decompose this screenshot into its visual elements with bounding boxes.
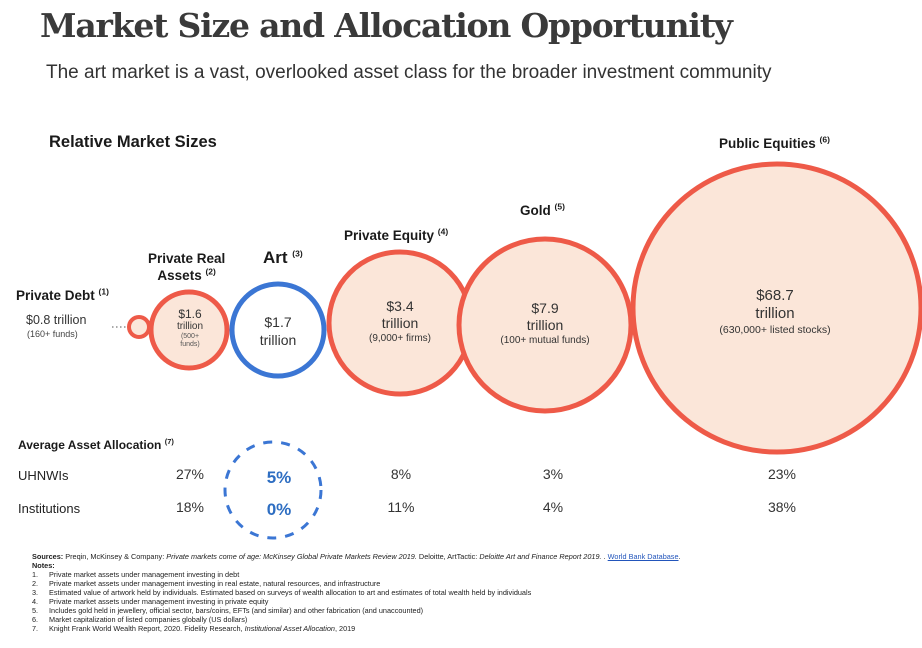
note-7: 7. Knight Frank World Wealth Report, 2020… xyxy=(32,624,356,633)
bubble-public-equities xyxy=(630,161,922,455)
note-4: 4. Private market assets under management… xyxy=(32,597,269,606)
text-public-equities: $68.7 trillion (630,000+ listed stocks) xyxy=(719,287,831,336)
label-art: Art (3) xyxy=(263,248,303,267)
row-label-uhnwis: UHNWIs xyxy=(18,468,69,483)
alloc-inst-art: 0% xyxy=(266,500,292,519)
alloc-inst-private-real-assets: 18% xyxy=(175,499,205,515)
text-private-real-assets: $1.6 trillion (500+ funds) xyxy=(176,307,204,348)
allocation-heading: Average Asset Allocation (7) xyxy=(18,437,174,452)
row-label-institutions: Institutions xyxy=(18,501,81,516)
alloc-uhnwi-private-real-assets: 27% xyxy=(175,466,205,482)
alloc-inst-gold: 4% xyxy=(542,499,564,515)
text-private-equity: $3.4 trillion (9,000+ firms) xyxy=(369,298,431,344)
alloc-uhnwi-public-equities: 23% xyxy=(767,466,797,482)
bubble-private-real-assets xyxy=(148,289,230,371)
footnotes: Sources: Preqin, McKinsey & Company: Pri… xyxy=(32,552,912,633)
text-gold: $7.9 trillion (100+ mutual funds) xyxy=(500,300,590,346)
note-3: 3. Estimated value of artwork held by ind… xyxy=(32,588,532,597)
note-5: 5. Includes gold held in jewellery, offic… xyxy=(32,606,424,615)
notes-label: Notes: xyxy=(32,561,55,570)
label-private-real-assets: Private Real Assets (2) xyxy=(148,251,226,283)
world-bank-link[interactable]: World Bank Database xyxy=(607,552,679,561)
note-2: 2. Private market assets under management… xyxy=(32,579,381,588)
art-allocation-highlight xyxy=(223,440,323,540)
label-gold: Gold (5) xyxy=(520,201,565,218)
label-public-equities: Public Equities (6) xyxy=(719,134,830,151)
market-sizes-heading: Relative Market Sizes xyxy=(49,133,217,151)
detail-private-debt: (160+ funds) xyxy=(27,329,78,339)
alloc-inst-private-equity: 11% xyxy=(387,499,415,515)
alloc-uhnwi-private-equity: 8% xyxy=(390,466,412,482)
note-1: 1. Private market assets under management… xyxy=(32,570,240,579)
note-6: 6. Market capitalization of listed compan… xyxy=(32,615,248,624)
alloc-uhnwi-gold: 3% xyxy=(542,466,564,482)
text-art: $1.7 trillion xyxy=(259,314,297,348)
label-private-equity: Private Equity (4) xyxy=(344,226,449,243)
page-subtitle: The art market is a vast, overlooked ass… xyxy=(46,62,772,83)
label-private-debt: Private Debt (1) xyxy=(16,286,109,303)
sources-line: Sources: Preqin, McKinsey & Company: Pri… xyxy=(32,552,681,561)
bubble-private-debt xyxy=(127,315,151,339)
bubble-gold xyxy=(456,236,634,414)
value-private-debt: $0.8 trillion xyxy=(26,313,87,327)
alloc-inst-public-equities: 38% xyxy=(767,499,797,515)
page-title: Market Size and Allocation Opportunity xyxy=(40,6,733,45)
alloc-uhnwi-art: 5% xyxy=(266,468,292,487)
bubble-art xyxy=(229,281,327,379)
